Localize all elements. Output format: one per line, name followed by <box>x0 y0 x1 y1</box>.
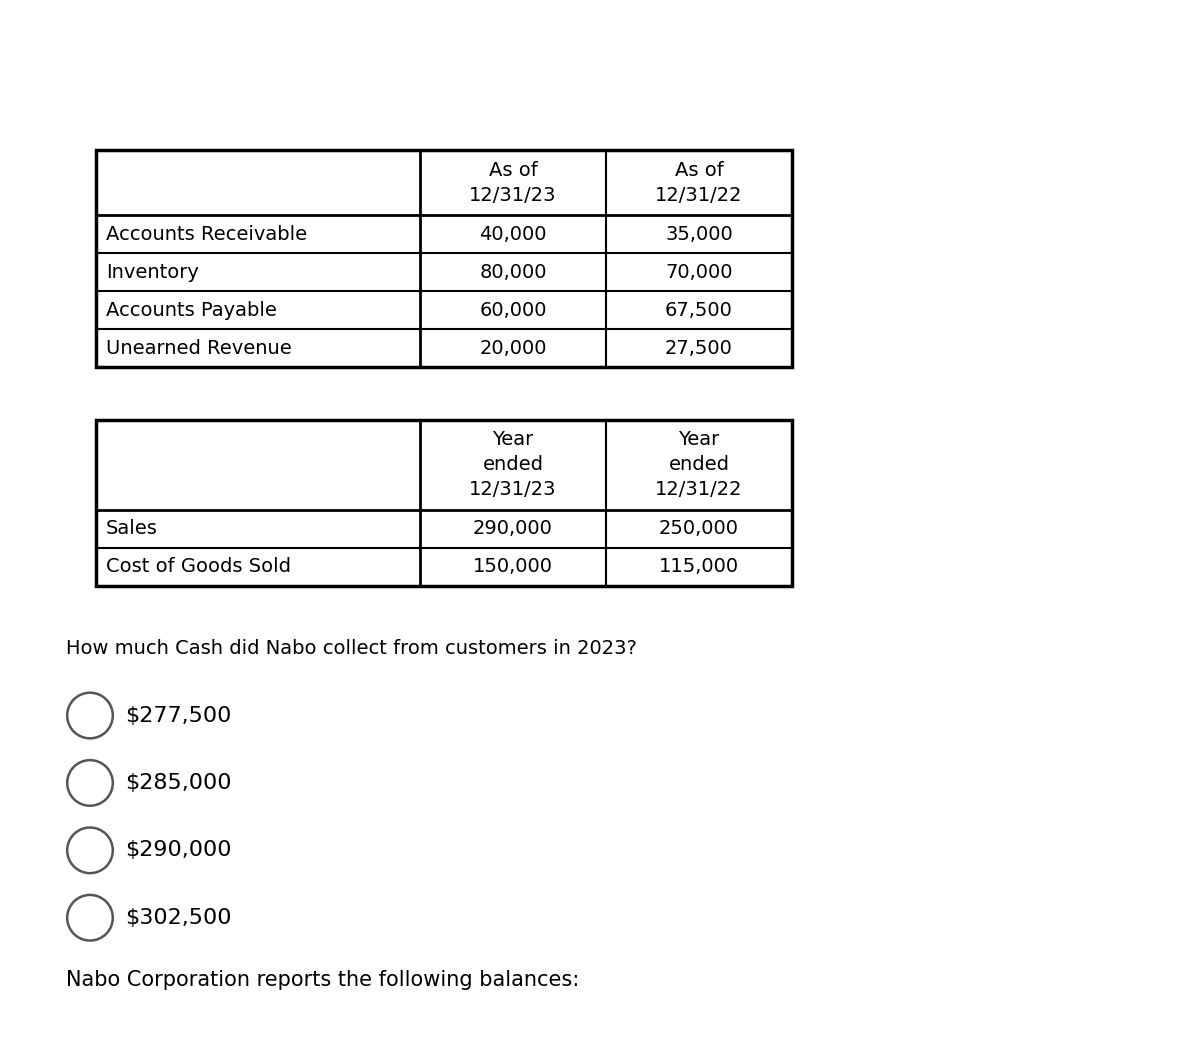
Text: $285,000: $285,000 <box>125 773 232 793</box>
Text: Nabo Corporation reports the following balances:: Nabo Corporation reports the following b… <box>66 970 580 990</box>
Text: 20,000: 20,000 <box>479 339 547 358</box>
Text: 290,000: 290,000 <box>473 520 553 538</box>
Text: $277,500: $277,500 <box>125 705 232 726</box>
Text: 250,000: 250,000 <box>659 520 739 538</box>
Text: $302,500: $302,500 <box>125 907 232 928</box>
Text: Accounts Payable: Accounts Payable <box>106 301 277 319</box>
Text: 80,000: 80,000 <box>479 262 547 282</box>
Text: 70,000: 70,000 <box>665 262 733 282</box>
Text: Cost of Goods Sold: Cost of Goods Sold <box>106 558 292 577</box>
Text: Year
ended
12/31/22: Year ended 12/31/22 <box>655 430 743 500</box>
Text: 40,000: 40,000 <box>479 225 547 244</box>
Text: 67,500: 67,500 <box>665 301 733 319</box>
Text: Inventory: Inventory <box>106 262 199 282</box>
Text: As of
12/31/22: As of 12/31/22 <box>655 161 743 205</box>
Circle shape <box>67 895 113 941</box>
Text: 115,000: 115,000 <box>659 558 739 577</box>
Text: Sales: Sales <box>106 520 158 538</box>
Circle shape <box>67 693 113 738</box>
Text: 150,000: 150,000 <box>473 558 553 577</box>
Circle shape <box>67 828 113 873</box>
Bar <box>96 420 792 586</box>
Circle shape <box>67 760 113 806</box>
Text: 35,000: 35,000 <box>665 225 733 244</box>
Text: 60,000: 60,000 <box>479 301 547 319</box>
Text: $290,000: $290,000 <box>125 840 232 861</box>
Bar <box>96 150 792 367</box>
Text: How much Cash did Nabo collect from customers in 2023?: How much Cash did Nabo collect from cust… <box>66 639 637 657</box>
Text: 27,500: 27,500 <box>665 339 733 358</box>
Text: Unearned Revenue: Unearned Revenue <box>106 339 292 358</box>
Text: Accounts Receivable: Accounts Receivable <box>106 225 307 244</box>
Text: Year
ended
12/31/23: Year ended 12/31/23 <box>469 430 557 500</box>
Text: As of
12/31/23: As of 12/31/23 <box>469 161 557 205</box>
